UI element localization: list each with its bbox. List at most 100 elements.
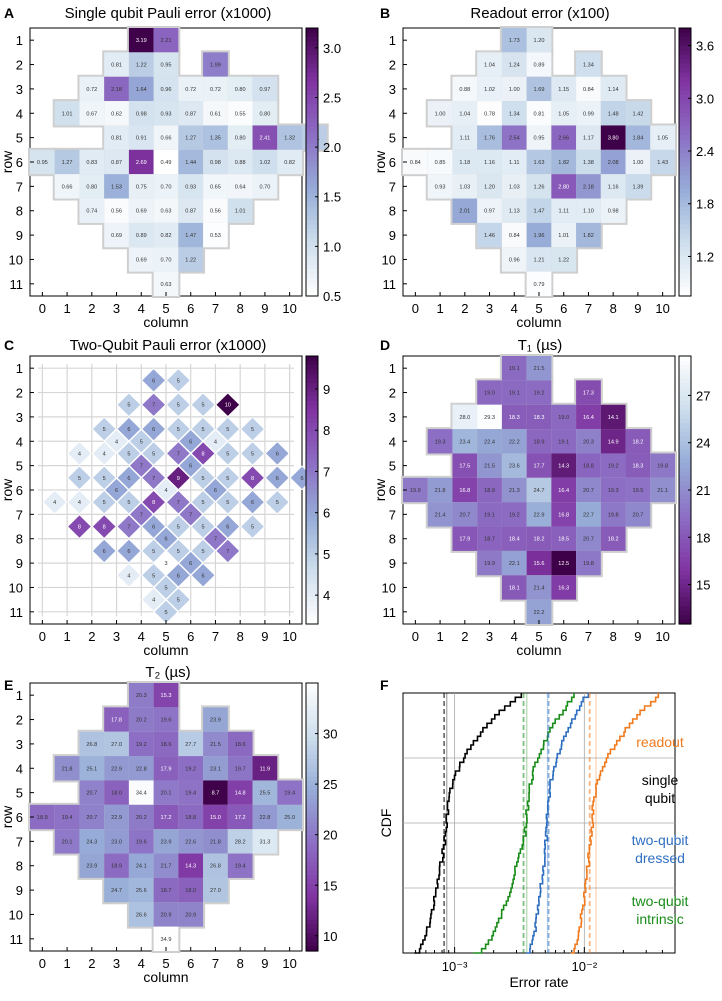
cell-value: 1.05 [558,111,569,117]
heatmap-cell [452,198,478,223]
colorbar-segment [306,382,318,388]
y-tick-label: 9 [389,556,396,571]
heatmap-cell [227,198,253,223]
cell-value: 22.9 [111,815,122,821]
cell-value: 20.1 [62,839,73,845]
colorbar-tick-label: 15 [696,578,710,593]
cell-value: 8.7 [212,791,220,797]
y-tick-label: 11 [10,605,24,620]
colorbar-tick-label: 18 [696,530,710,545]
cell-value: 0.84 [509,233,520,239]
cell-value: 2.18 [111,87,122,93]
heatmap-cell [153,926,179,951]
cell-value: 1.42 [632,111,643,117]
pair-diamond [165,416,191,442]
colorbar-segment [306,162,318,168]
colorbar-segment [679,570,691,576]
cell-value: 1.02 [484,87,495,93]
colorbar-segment [306,59,318,65]
cell-value: 1.22 [558,257,569,263]
x-tick-label: 10 [282,301,296,316]
heatmap-cell [128,101,154,126]
pair-diamond [190,441,216,466]
cdf-line-3 [570,693,660,954]
cell-value: 19.4 [62,815,73,821]
colorbar-segment [679,427,691,433]
colorbar-segment [306,454,318,460]
heatmap-cell [227,804,253,830]
pair-value: 5 [202,549,205,555]
cell-value: 3.19 [136,38,147,44]
cell-value: 0.55 [235,111,246,117]
colorbar-segment [679,543,691,549]
cell-value: 0.87 [185,209,196,215]
colorbar-segment [306,206,318,212]
heatmap-cell [526,599,552,624]
colorbar-segment [306,794,318,800]
pair-value: 6 [189,561,192,567]
cell-value: 20.7 [632,512,643,518]
curve-label: qubit [645,790,675,806]
pair-value: 5 [251,451,254,457]
heatmap-cell [227,756,253,781]
colorbar-segment [679,59,691,65]
cell-value: 21.4 [534,585,545,591]
cell-value: 18.7 [484,537,495,543]
heatmap-cell [477,149,502,175]
colorbar-segment [679,184,691,190]
pair-value: 5 [177,549,180,555]
colorbar-segment [306,391,318,397]
x-tick-label: 9 [261,956,268,971]
cell-value: 27.0 [111,742,122,748]
heatmap-cell [501,404,527,430]
heatmap-cell [452,453,478,478]
cell-value: 22.9 [111,766,122,772]
x-tick-label: 4 [511,629,518,644]
cell-value: 0.63 [161,282,172,288]
cell-value: 12.5 [558,561,569,567]
x-tick-label: 4 [138,956,145,971]
cell-value: 22.1 [509,561,520,567]
x-tick-label: 0 [412,301,419,316]
colorbar-segment [679,144,691,150]
cell-value: 22.9 [534,512,545,518]
colorbar-segment [679,202,691,208]
colorbar-segment [306,260,318,266]
heatmap-cell [128,149,154,175]
pair-diamond [240,489,265,515]
cell-value: 0.85 [435,160,446,166]
colorbar-segment [306,436,318,442]
cell-value: 0.78 [484,111,495,117]
cell-value: 0.72 [185,87,196,93]
colorbar-segment [306,516,318,522]
y-tick-label: 7 [16,507,23,522]
cell-value: 1.43 [657,160,668,166]
colorbar-segment [679,557,691,563]
colorbar-segment [679,463,691,469]
colorbar-tick-label: 1.0 [323,239,341,254]
heatmap-cell [452,502,478,527]
heatmap-cell [54,829,80,854]
colorbar-segment [679,36,691,42]
colorbar-segment [306,139,318,145]
pair-diamond [141,538,167,564]
heatmap-cell [625,429,651,454]
cell-value: 18.2 [632,439,643,445]
cell-value: 22.4 [484,439,495,445]
colorbar-segment [306,534,318,540]
cell-value: 18.0 [185,888,196,894]
pair-value: 5 [177,525,180,531]
heatmap-cell [501,550,527,576]
colorbar-tick-label: 1.2 [696,249,714,264]
heatmap-cell [79,174,105,199]
colorbar-segment [306,108,318,114]
colorbar-segment [679,81,691,87]
y-axis-label: row [0,805,15,828]
colorbar-segment [306,772,318,778]
heatmap-cell [153,780,179,805]
heatmap-cell [625,149,651,175]
pair-diamond [240,441,265,466]
colorbar-segment [679,54,691,60]
pair-diamond [141,563,167,588]
panel-e: E T₂ (µs) 20.3 15.3 17.8 20.2 19.6 23.9 26.8 27.0… [0,664,337,985]
